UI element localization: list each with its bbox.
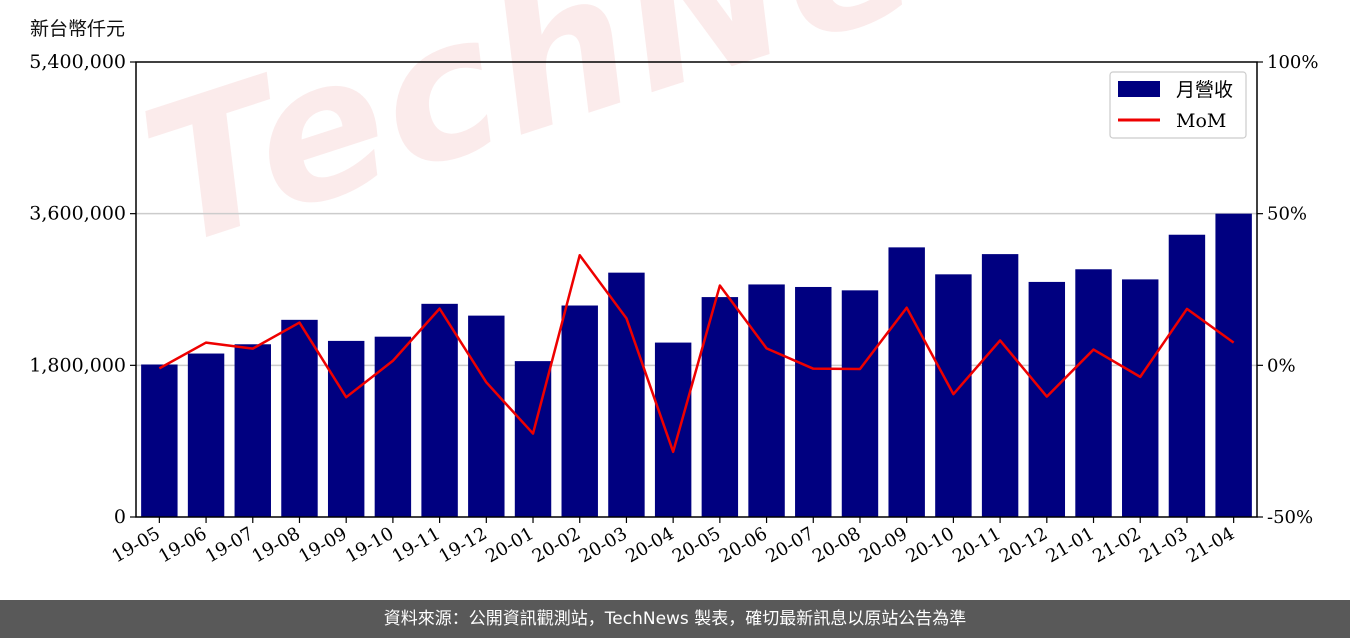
bar-20-05 bbox=[701, 297, 739, 517]
x-tick-label-19-07: 19-07 bbox=[202, 523, 257, 567]
y-axis-unit-label: 新台幣仟元 bbox=[30, 18, 126, 40]
x-tick-label-21-01: 21-01 bbox=[1043, 523, 1098, 567]
legend: 月營收 MoM bbox=[1109, 71, 1247, 139]
right-tick-label: 50% bbox=[1267, 204, 1307, 225]
x-tick-label-20-12: 20-12 bbox=[996, 523, 1051, 567]
bar-19-07 bbox=[234, 344, 271, 517]
x-tick-label-21-03: 21-03 bbox=[1136, 523, 1191, 567]
x-tick-label-19-10: 19-10 bbox=[342, 523, 397, 567]
bar-21-02 bbox=[1122, 279, 1159, 517]
bar-20-04 bbox=[654, 342, 692, 517]
x-tick-label-20-07: 20-07 bbox=[762, 523, 817, 567]
bar-19-10 bbox=[374, 336, 412, 517]
x-tick-label-20-01: 20-01 bbox=[482, 523, 537, 567]
bar-20-08 bbox=[841, 290, 879, 517]
x-tick-label-20-10: 20-10 bbox=[902, 523, 957, 567]
right-tick-label: 0% bbox=[1267, 355, 1296, 376]
x-tick-label-20-08: 20-08 bbox=[809, 523, 864, 567]
x-tick-label-20-09: 20-09 bbox=[856, 523, 911, 567]
bar-20-07 bbox=[795, 286, 832, 517]
legend-label-mom: MoM bbox=[1176, 110, 1226, 132]
legend-label-revenue: 月營收 bbox=[1176, 79, 1233, 101]
bar-20-06 bbox=[748, 284, 785, 517]
bar-19-11 bbox=[421, 303, 458, 517]
bar-21-04 bbox=[1215, 213, 1252, 517]
x-tick-label-21-02: 21-02 bbox=[1089, 523, 1144, 567]
plot-frame bbox=[135, 61, 1258, 518]
x-tick-label-20-06: 20-06 bbox=[716, 523, 771, 567]
bar-20-11 bbox=[981, 254, 1019, 517]
x-tick-label-20-02: 20-02 bbox=[529, 523, 584, 567]
bar-19-12 bbox=[468, 315, 505, 517]
bar-20-03 bbox=[608, 272, 645, 517]
revenue-chart: 0 1,800,000 3,600,000 5,400,000 -50% 0% 50% 100… bbox=[29, 51, 1318, 567]
x-tick-label-21-04: 21-04 bbox=[1183, 523, 1238, 567]
mom-line bbox=[158, 253, 1235, 454]
bar-21-03 bbox=[1168, 234, 1206, 517]
x-tick-label-19-09: 19-09 bbox=[295, 523, 350, 567]
left-tick-label: 5,400,000 bbox=[29, 51, 126, 73]
bar-20-02 bbox=[561, 305, 598, 517]
bar-19-09 bbox=[327, 340, 365, 517]
bar-19-05 bbox=[141, 364, 178, 517]
x-tick-label-19-08: 19-08 bbox=[249, 523, 304, 567]
bar-20-09 bbox=[888, 247, 925, 518]
left-tick-label: 3,600,000 bbox=[29, 203, 126, 225]
x-tick-label-20-04: 20-04 bbox=[622, 523, 677, 567]
left-tick-label: 1,800,000 bbox=[29, 354, 126, 376]
left-tick-label: 0 bbox=[114, 506, 126, 528]
x-tick-label-19-06: 19-06 bbox=[155, 523, 210, 567]
right-tick-label: -50% bbox=[1267, 507, 1313, 528]
x-tick-label-19-11: 19-11 bbox=[389, 523, 444, 567]
x-tick-label-19-05: 19-05 bbox=[108, 523, 163, 567]
right-tick-label: 100% bbox=[1267, 52, 1318, 73]
x-tick-label-20-11: 20-11 bbox=[949, 523, 1004, 567]
bar-19-06 bbox=[187, 353, 225, 517]
x-tick-label-20-05: 20-05 bbox=[669, 523, 724, 567]
bar-20-10 bbox=[935, 274, 972, 517]
source-footer: 資料來源：公開資訊觀測站，TechNews 製表，確切最新訊息以原站公告為準 bbox=[0, 600, 1350, 638]
bar-20-12 bbox=[1028, 281, 1066, 517]
bar-21-01 bbox=[1075, 269, 1112, 517]
x-tick-label-19-12: 19-12 bbox=[435, 523, 490, 567]
bar-19-08 bbox=[281, 319, 318, 517]
legend-bar-swatch bbox=[1118, 81, 1160, 97]
x-tick-label-20-03: 20-03 bbox=[575, 523, 630, 567]
